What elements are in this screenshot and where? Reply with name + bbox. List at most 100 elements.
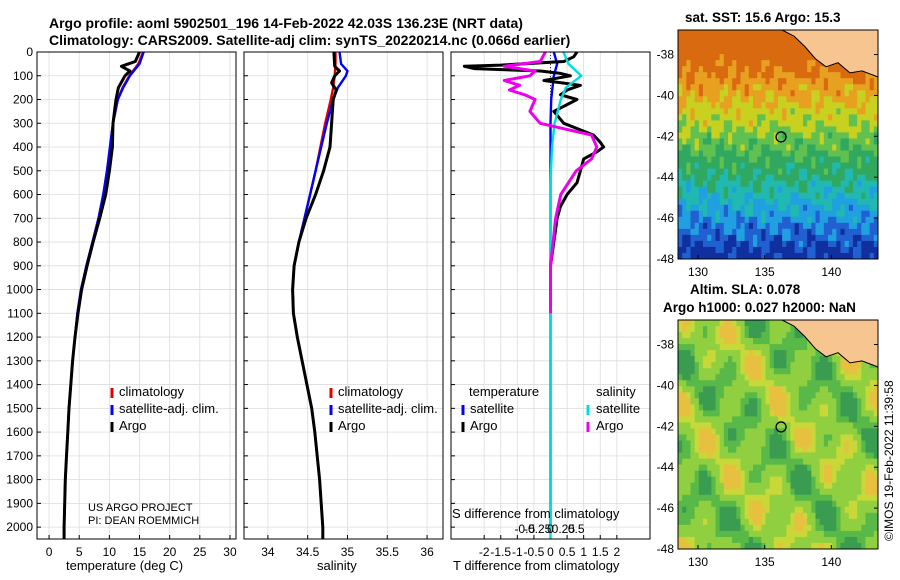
sla-map-cell: [798, 470, 804, 478]
sla-map-cell: [823, 482, 829, 490]
sst-map-cell: [686, 72, 691, 79]
sla-map-cell: [740, 422, 746, 429]
sla-map-cell: [807, 440, 812, 447]
sla-map-cell: [848, 488, 854, 496]
sst-map-cell: [698, 222, 704, 230]
sla-map-cell: [832, 392, 837, 399]
sst-map-cell: [832, 186, 837, 194]
sst-map-cell: [790, 36, 796, 43]
sst-map-cell: [690, 114, 696, 121]
sla-map-cell: [790, 332, 796, 339]
sla-map-cell: [815, 518, 821, 526]
sla-map-cell: [778, 392, 783, 399]
sst-map-cell: [728, 114, 733, 121]
sla-map-cell: [744, 392, 750, 399]
temp-legend-argo: Argo: [119, 418, 147, 433]
sst-map-cell: [873, 204, 879, 212]
sla-map-cell: [765, 536, 771, 544]
sst-map-cell: [719, 252, 725, 260]
sla-map-cell: [707, 542, 712, 550]
sla-map-cell: [811, 380, 816, 387]
sla-map-cell: [790, 446, 796, 453]
sst-map-cell: [857, 96, 862, 103]
sst-map-cell: [682, 216, 687, 224]
sst-map-cell: [803, 192, 808, 200]
sla-map-cell: [728, 422, 733, 429]
sst-map-cell: [757, 204, 762, 212]
sst-map-cell: [711, 174, 716, 182]
sst-map-cell: [803, 252, 808, 260]
sla-map-cell: [803, 524, 808, 532]
sst-map-cell: [765, 138, 771, 145]
sst-map-cell: [728, 186, 733, 194]
sst-map-cell: [686, 54, 691, 61]
sst-map-cell: [873, 240, 879, 248]
sla-map-cell: [694, 416, 700, 423]
y-tick-label: 600: [13, 188, 33, 202]
sst-map-cell: [748, 204, 754, 212]
sst-map-cell: [732, 96, 737, 103]
sla-map-cell: [815, 416, 821, 423]
sla-map-cell: [698, 464, 704, 472]
sst-map-cell: [703, 240, 708, 248]
sla-map-cell: [828, 398, 833, 405]
sla-map-cell: [836, 362, 841, 369]
sst-map-cell: [690, 252, 696, 260]
sst-map-cell: [873, 234, 879, 242]
sst-map-cell: [719, 156, 725, 163]
sla-map-cell: [811, 356, 816, 363]
sst-map-cell: [794, 60, 800, 67]
sla-map-cell: [865, 542, 871, 550]
sst-map-cell: [819, 162, 825, 170]
sla-map-cell: [836, 464, 841, 472]
sla-map-cell: [828, 374, 833, 381]
sla-map-cell: [798, 404, 804, 411]
sst-map-cell: [711, 84, 716, 91]
sla-map-cell: [823, 398, 829, 405]
sla-map-cell: [686, 362, 691, 369]
sst-map-cell: [815, 162, 821, 170]
sla-map-cell: [865, 488, 871, 496]
sla-map-cell: [740, 518, 746, 526]
sst-map-cell: [836, 66, 841, 73]
sst-map-cell: [832, 162, 837, 170]
sla-map-cell: [840, 488, 846, 496]
sst-map-cell: [819, 222, 825, 230]
sst-map-cell: [686, 210, 691, 218]
sst-map-cell: [794, 48, 800, 55]
sst-map-cell: [732, 126, 737, 133]
sst-map-cell: [690, 48, 696, 55]
sla-map-cell: [865, 446, 871, 453]
sst-map-cell: [698, 108, 704, 115]
sst-map-cell: [703, 216, 708, 224]
x-tick-label: 25: [193, 545, 207, 559]
sla-map-cell: [865, 536, 871, 544]
sst-map-cell: [736, 114, 741, 121]
sla-map-cell: [869, 434, 875, 441]
sst-map-cell: [848, 234, 854, 242]
sla-map-cell: [807, 416, 812, 423]
sla-map-cell: [744, 356, 750, 363]
sst-map-cell: [744, 216, 750, 224]
sst-map-cell: [719, 210, 725, 218]
y-tick-label: 1300: [6, 354, 33, 368]
sla-map-cell: [819, 416, 825, 423]
sst-map-cell: [861, 198, 866, 206]
sst-map-cell: [690, 132, 696, 139]
sla-map-cell: [765, 434, 771, 441]
sst-map-cell: [782, 84, 787, 91]
sst-map-cell: [790, 222, 796, 230]
sst-map-cell: [798, 132, 804, 139]
sst-map-cell: [844, 144, 850, 151]
sla-map-cell: [715, 386, 721, 393]
sst-map-cell: [753, 150, 758, 157]
sst-map-cell: [819, 204, 825, 212]
sla-map-cell: [786, 530, 791, 538]
sla-map-cell: [715, 398, 721, 405]
sst-map-cell: [807, 150, 812, 157]
sla-map-cell: [690, 332, 696, 339]
sla-map-cell: [753, 356, 758, 363]
sla-map-cell: [840, 440, 846, 447]
sst-map-cell: [778, 30, 783, 37]
sst-map-cell: [761, 132, 766, 139]
